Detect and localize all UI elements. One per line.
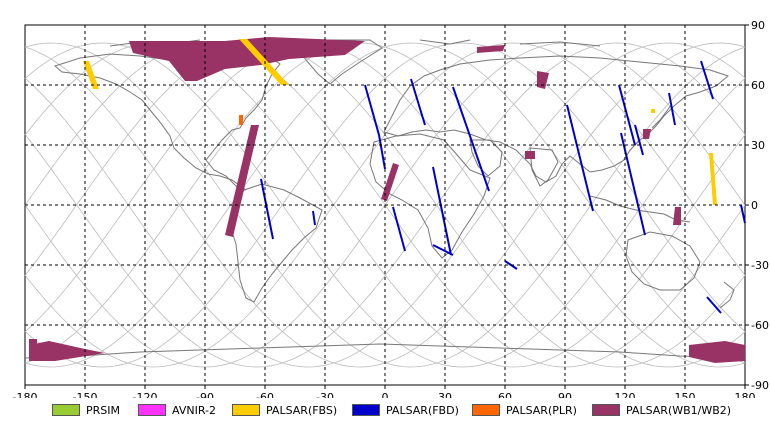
swath-fbd [668, 92, 676, 126]
legend-swatch [138, 404, 166, 416]
swath-wb [225, 125, 259, 237]
coast-arabia [469, 139, 503, 177]
lon-tick-label: 120 [615, 391, 636, 398]
legend-swatch [472, 404, 500, 416]
swath-plr [239, 115, 243, 125]
swath-fbd [410, 78, 426, 126]
swath-fbs [709, 153, 717, 205]
coast-new-zealand [719, 281, 735, 309]
coast-greenland [295, 39, 383, 85]
lat-tick-label: 60 [751, 79, 765, 92]
swath-fbd [566, 104, 594, 212]
swath-wb [537, 71, 549, 89]
acquisition-swaths [29, 37, 746, 363]
swath-fbd [634, 124, 644, 156]
swath-wb [29, 341, 105, 361]
swath-fbs [239, 39, 289, 85]
coast-japan [651, 103, 673, 129]
swath-fbd [312, 210, 316, 226]
lon-tick-label: -150 [73, 391, 98, 398]
swath-fbd [392, 206, 406, 252]
lon-tick-label: 90 [558, 391, 572, 398]
legend: PRSIM AVNIR-2 PALSAR(FBS) PALSAR(FBD) PALSAR… [0, 402, 770, 422]
coast-india [529, 147, 559, 187]
lon-tick-label: -30 [316, 391, 334, 398]
legend-label: AVNIR-2 [172, 403, 216, 417]
legend-item: PALSAR(PLR) [472, 402, 577, 418]
legend-label: PRSIM [86, 403, 120, 417]
swath-fbd [618, 84, 636, 146]
swath-wb [381, 163, 399, 201]
graticule [25, 25, 745, 385]
swath-fbd [260, 178, 274, 240]
swath-wb [129, 37, 365, 81]
swath-fbd [740, 204, 746, 224]
swath-fbd [700, 60, 714, 100]
legend-label: PALSAR(PLR) [506, 403, 577, 417]
lon-tick-label: 60 [498, 391, 512, 398]
lon-tick-label: -120 [133, 391, 158, 398]
swath-wb [477, 45, 505, 53]
swath-fbs [83, 61, 99, 89]
swath-fbd [706, 296, 722, 314]
legend-item: PALSAR(WB1/WB2) [592, 402, 731, 418]
swath-fbs [651, 109, 655, 113]
legend-swatch [52, 404, 80, 416]
lon-tick-label: -90 [196, 391, 214, 398]
swath-fbd [364, 84, 386, 170]
lat-tick-label: -30 [751, 259, 769, 272]
coast-south-america [229, 183, 323, 303]
axis-ticks: -180 -150 -120 -90 -60 -30 0 30 60 90 120 150 180 90 6… [13, 19, 769, 398]
lon-tick-label: 180 [735, 391, 756, 398]
lon-tick-label: 0 [382, 391, 389, 398]
swath-fbd [452, 86, 490, 192]
lat-tick-label: 90 [751, 19, 765, 32]
legend-label: PALSAR(FBD) [386, 403, 459, 417]
lon-tick-label: -180 [13, 391, 38, 398]
lat-tick-label: -60 [751, 319, 769, 332]
swath-wb [689, 341, 745, 363]
legend-item: PRSIM [52, 402, 120, 418]
legend-item: AVNIR-2 [138, 402, 216, 418]
swath-wb [673, 207, 681, 225]
legend-item: PALSAR(FBD) [352, 402, 459, 418]
legend-swatch [352, 404, 380, 416]
swath-wb [29, 339, 37, 345]
coast-australia [625, 231, 701, 291]
legend-swatch [232, 404, 260, 416]
legend-label: PALSAR(FBS) [266, 403, 338, 417]
lon-tick-label: -60 [256, 391, 274, 398]
swath-fbd [620, 132, 646, 236]
coast-antarctica [24, 343, 746, 359]
lat-tick-label: 0 [751, 199, 758, 212]
legend-swatch [592, 404, 620, 416]
lat-tick-label: -90 [751, 379, 769, 392]
lon-tick-label: 150 [675, 391, 696, 398]
lat-tick-label: 30 [751, 139, 765, 152]
swath-wb [643, 129, 651, 139]
lon-tick-label: 30 [438, 391, 452, 398]
swath-wb [525, 151, 535, 159]
legend-item: PALSAR(FBS) [232, 402, 337, 418]
coverage-map: -180 -150 -120 -90 -60 -30 0 30 60 90 120 150 180 90 6… [13, 19, 769, 398]
coast-africa [369, 133, 491, 259]
legend-label: PALSAR(WB1/WB2) [626, 403, 732, 417]
swath-fbd [432, 166, 452, 256]
